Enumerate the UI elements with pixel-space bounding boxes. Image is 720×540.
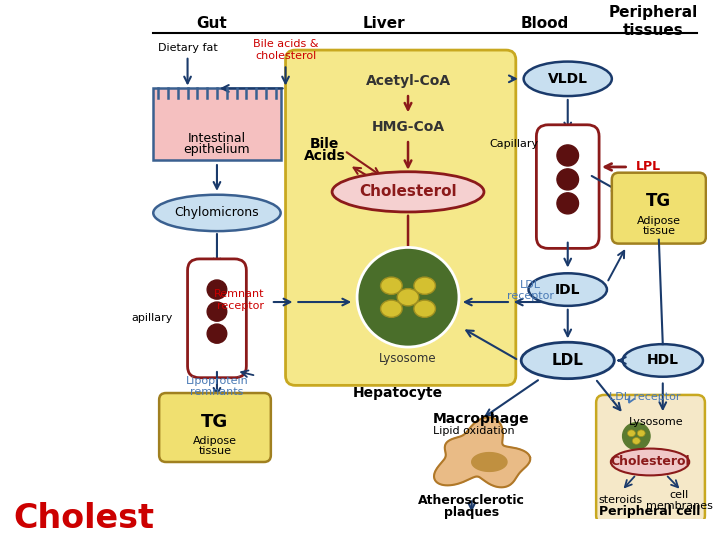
Text: HMG-CoA: HMG-CoA [372, 120, 444, 134]
Ellipse shape [381, 277, 402, 294]
Text: tissue: tissue [199, 447, 232, 456]
Text: Adipose: Adipose [637, 215, 681, 226]
Text: Lipid oxidation: Lipid oxidation [433, 427, 514, 436]
Circle shape [557, 145, 578, 166]
Text: Liver: Liver [362, 16, 405, 31]
Circle shape [357, 247, 459, 347]
Text: Cholest: Cholest [13, 502, 154, 535]
Text: Hepatocyte: Hepatocyte [354, 386, 444, 400]
Polygon shape [472, 453, 507, 471]
Text: LDL: LDL [520, 280, 541, 290]
Text: Peripheral cell: Peripheral cell [599, 505, 701, 518]
Text: Lysosome: Lysosome [379, 352, 437, 365]
Text: Acids: Acids [304, 150, 346, 164]
Ellipse shape [332, 172, 484, 212]
Ellipse shape [623, 344, 703, 377]
Text: epithelium: epithelium [184, 143, 251, 156]
Circle shape [207, 302, 227, 321]
Circle shape [557, 193, 578, 214]
Text: VLDL: VLDL [548, 72, 588, 86]
Text: Acetyl-CoA: Acetyl-CoA [366, 74, 451, 87]
Ellipse shape [523, 62, 612, 96]
Text: TG: TG [647, 192, 672, 211]
Text: receptor: receptor [507, 291, 554, 301]
Text: Peripheral
tissues: Peripheral tissues [608, 5, 698, 38]
Text: TG: TG [202, 413, 229, 431]
FancyBboxPatch shape [286, 50, 516, 386]
Text: Bile: Bile [310, 137, 339, 151]
Text: tissue: tissue [642, 226, 675, 236]
FancyBboxPatch shape [159, 393, 271, 462]
Ellipse shape [397, 288, 419, 306]
Text: apillary: apillary [132, 313, 173, 323]
Ellipse shape [528, 273, 607, 306]
Circle shape [623, 423, 650, 449]
Text: steroids: steroids [598, 495, 643, 505]
Polygon shape [434, 417, 530, 487]
Ellipse shape [521, 342, 614, 379]
Text: HDL: HDL [647, 354, 679, 367]
Text: LDL receptor: LDL receptor [609, 392, 680, 402]
Text: Cholesterol: Cholesterol [611, 456, 690, 469]
Text: Lysosome: Lysosome [629, 417, 683, 427]
FancyBboxPatch shape [536, 125, 599, 248]
Text: IDL: IDL [555, 282, 580, 296]
FancyBboxPatch shape [596, 395, 705, 523]
Circle shape [207, 324, 227, 343]
FancyBboxPatch shape [612, 173, 706, 244]
Text: Blood: Blood [521, 16, 570, 31]
Text: Adipose: Adipose [193, 436, 237, 446]
Text: Bile acids &: Bile acids & [253, 39, 318, 49]
Ellipse shape [611, 449, 689, 475]
Text: remnants: remnants [190, 387, 243, 397]
Text: Capillary: Capillary [489, 139, 539, 149]
Text: Dietary fat: Dietary fat [158, 43, 217, 53]
FancyBboxPatch shape [187, 259, 246, 377]
Ellipse shape [414, 277, 436, 294]
Text: plaques: plaques [444, 507, 499, 519]
Text: Intestinal: Intestinal [188, 132, 246, 145]
Text: Remnant: Remnant [214, 289, 264, 299]
Text: receptor: receptor [217, 301, 264, 311]
Text: cholesterol: cholesterol [255, 51, 316, 61]
Text: LPL: LPL [636, 160, 662, 173]
Text: cell
membranes: cell membranes [646, 490, 713, 511]
Ellipse shape [414, 300, 436, 318]
Ellipse shape [632, 437, 640, 444]
Ellipse shape [637, 430, 645, 437]
Ellipse shape [628, 430, 635, 437]
Bar [153, 89, 281, 160]
Circle shape [207, 280, 227, 299]
Text: Macrophage: Macrophage [433, 412, 529, 426]
Text: LDL: LDL [552, 353, 584, 368]
Text: Cholesterol: Cholesterol [359, 184, 456, 199]
Text: Gut: Gut [197, 16, 228, 31]
Text: Lipoprotein: Lipoprotein [186, 376, 248, 386]
Ellipse shape [381, 300, 402, 318]
Text: Atherosclerotic: Atherosclerotic [418, 494, 525, 507]
Ellipse shape [153, 195, 281, 231]
Circle shape [557, 169, 578, 190]
Text: Chylomicrons: Chylomicrons [175, 206, 259, 219]
